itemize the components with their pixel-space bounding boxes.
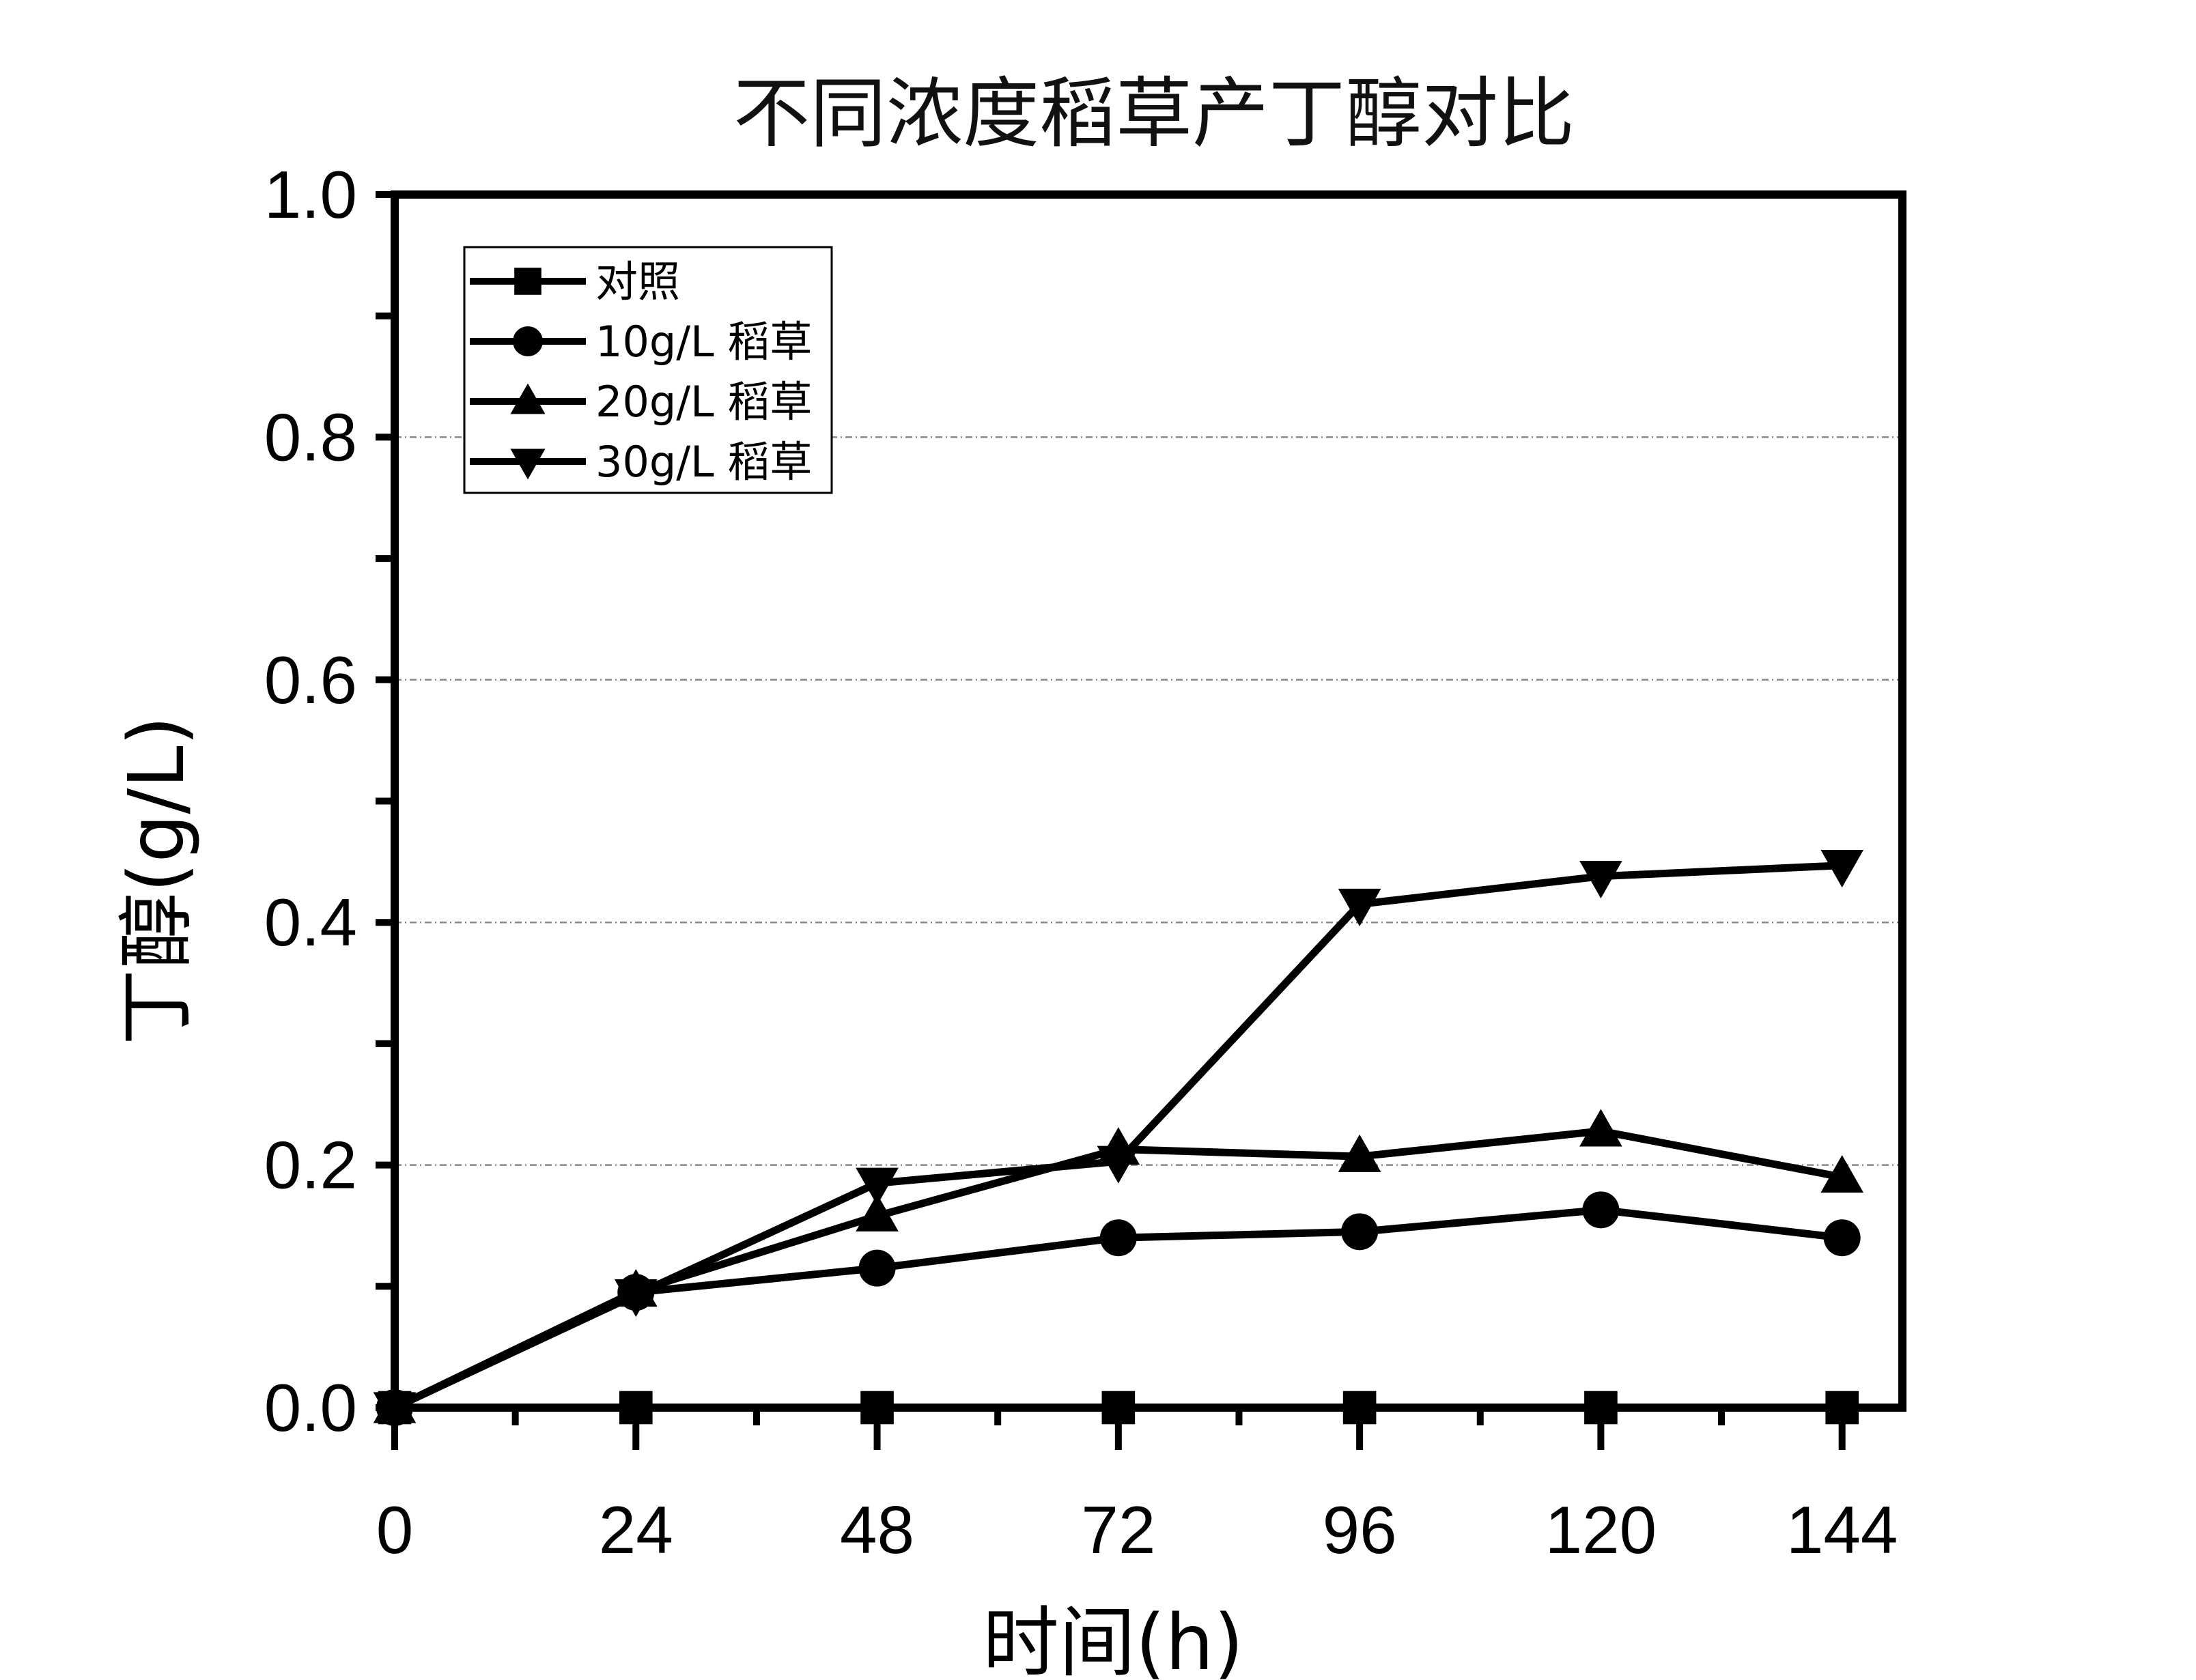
data-point — [1582, 1191, 1620, 1229]
y-tick-label: 0.4 — [264, 885, 357, 960]
y-tick-label: 1.0 — [264, 157, 357, 232]
legend-item: 对照 — [470, 257, 680, 307]
y-tick-label: 0.8 — [264, 399, 357, 474]
legend-item: 30g/L 稻草 — [470, 437, 812, 487]
grid-lines — [395, 436, 1902, 1166]
y-tick-label: 0.6 — [264, 642, 357, 717]
data-point — [1099, 1219, 1137, 1257]
tick-labels: 0.0 0.2 0.4 0.6 0.8 1.0 0 24 48 72 96 120 144 — [264, 157, 1898, 1567]
x-tick-label: 144 — [1786, 1492, 1898, 1567]
y-axis-label: 丁醇(g/L) — [113, 716, 201, 1046]
y-tick-label: 0.2 — [264, 1128, 357, 1203]
data-point — [510, 383, 546, 414]
data-point — [1101, 1391, 1136, 1425]
data-point — [1097, 1145, 1140, 1184]
legend: 对照 10g/L 稻草 20g/L 稻草 30g/L 稻草 — [463, 246, 833, 494]
series-1 — [378, 1391, 1859, 1425]
series-4 — [373, 850, 1863, 1430]
data-point — [856, 1193, 899, 1231]
data-point — [858, 1249, 896, 1287]
legend-item: 10g/L 稻草 — [470, 317, 812, 367]
data-point — [1820, 850, 1863, 888]
data-point — [1341, 1213, 1379, 1251]
series — [373, 850, 1863, 1430]
data-point — [513, 326, 543, 356]
legend-label: 10g/L 稻草 — [595, 317, 812, 367]
data-point — [1823, 1219, 1861, 1257]
y-tick-label: 0.0 — [264, 1370, 357, 1445]
data-point — [856, 1167, 899, 1206]
x-tick-label: 24 — [599, 1492, 673, 1567]
x-tick-label: 72 — [1081, 1492, 1155, 1567]
legend-label: 20g/L 稻草 — [595, 377, 812, 427]
data-point — [860, 1391, 894, 1425]
x-tick-label: 120 — [1545, 1492, 1657, 1567]
data-point — [1338, 888, 1381, 926]
chart-title: 不同浓度稻草产丁醇对比 — [733, 70, 1575, 158]
data-point — [1579, 1109, 1622, 1147]
legend-item: 20g/L 稻草 — [470, 377, 812, 427]
x-tick-label: 48 — [840, 1492, 914, 1567]
data-point — [510, 449, 546, 480]
data-point — [373, 1392, 417, 1430]
legend-label: 对照 — [595, 257, 680, 307]
x-tick-label: 0 — [376, 1492, 414, 1567]
data-point — [1820, 1154, 1863, 1193]
tick-marks — [376, 191, 1846, 1450]
legend-label: 30g/L 稻草 — [595, 437, 812, 487]
data-point — [614, 1279, 658, 1318]
data-point — [1579, 860, 1622, 899]
data-point — [1342, 1391, 1377, 1425]
x-axis-label: 时间(h) — [983, 1599, 1243, 1680]
data-point — [1584, 1391, 1618, 1425]
x-tick-label: 96 — [1323, 1492, 1397, 1567]
data-point — [1338, 1134, 1381, 1172]
data-point — [619, 1391, 653, 1425]
data-point — [514, 268, 541, 295]
data-point — [1825, 1391, 1859, 1425]
